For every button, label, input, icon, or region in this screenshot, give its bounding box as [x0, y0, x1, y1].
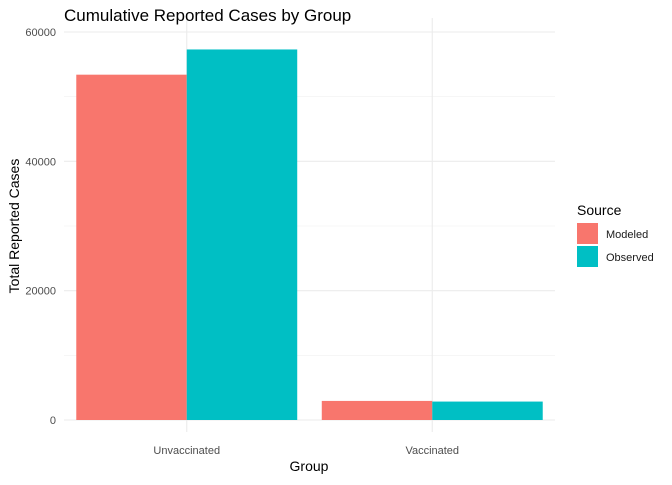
x-tick-label: Unvaccinated	[153, 445, 220, 457]
y-tick-label: 0	[50, 415, 56, 427]
bar-modeled-unvaccinated	[76, 74, 187, 421]
x-tick-labels: Unvaccinated Vaccinated	[153, 445, 459, 457]
chart-title: Cumulative Reported Cases by Group	[64, 6, 351, 25]
legend-swatch-modeled	[577, 223, 598, 244]
y-tick-labels: 0 20000 40000 60000	[25, 27, 56, 427]
legend-swatch-observed	[577, 246, 598, 267]
legend-label-modeled: Modeled	[606, 229, 648, 241]
y-axis-label: Total Reported Cases	[6, 159, 22, 294]
bar-modeled-vaccinated	[321, 400, 433, 420]
y-tick-label: 20000	[25, 286, 56, 298]
bar-observed-vaccinated	[432, 401, 543, 420]
x-tick-label: Vaccinated	[405, 445, 459, 457]
x-axis-label: Group	[290, 458, 329, 474]
legend-label-observed: Observed	[606, 252, 654, 264]
legend: Source Modeled Observed	[577, 202, 654, 267]
y-tick-label: 40000	[25, 156, 56, 168]
bar-observed-unvaccinated	[186, 49, 298, 421]
y-tick-label: 60000	[25, 27, 56, 39]
legend-title: Source	[577, 202, 622, 218]
bars-layer	[76, 49, 543, 421]
